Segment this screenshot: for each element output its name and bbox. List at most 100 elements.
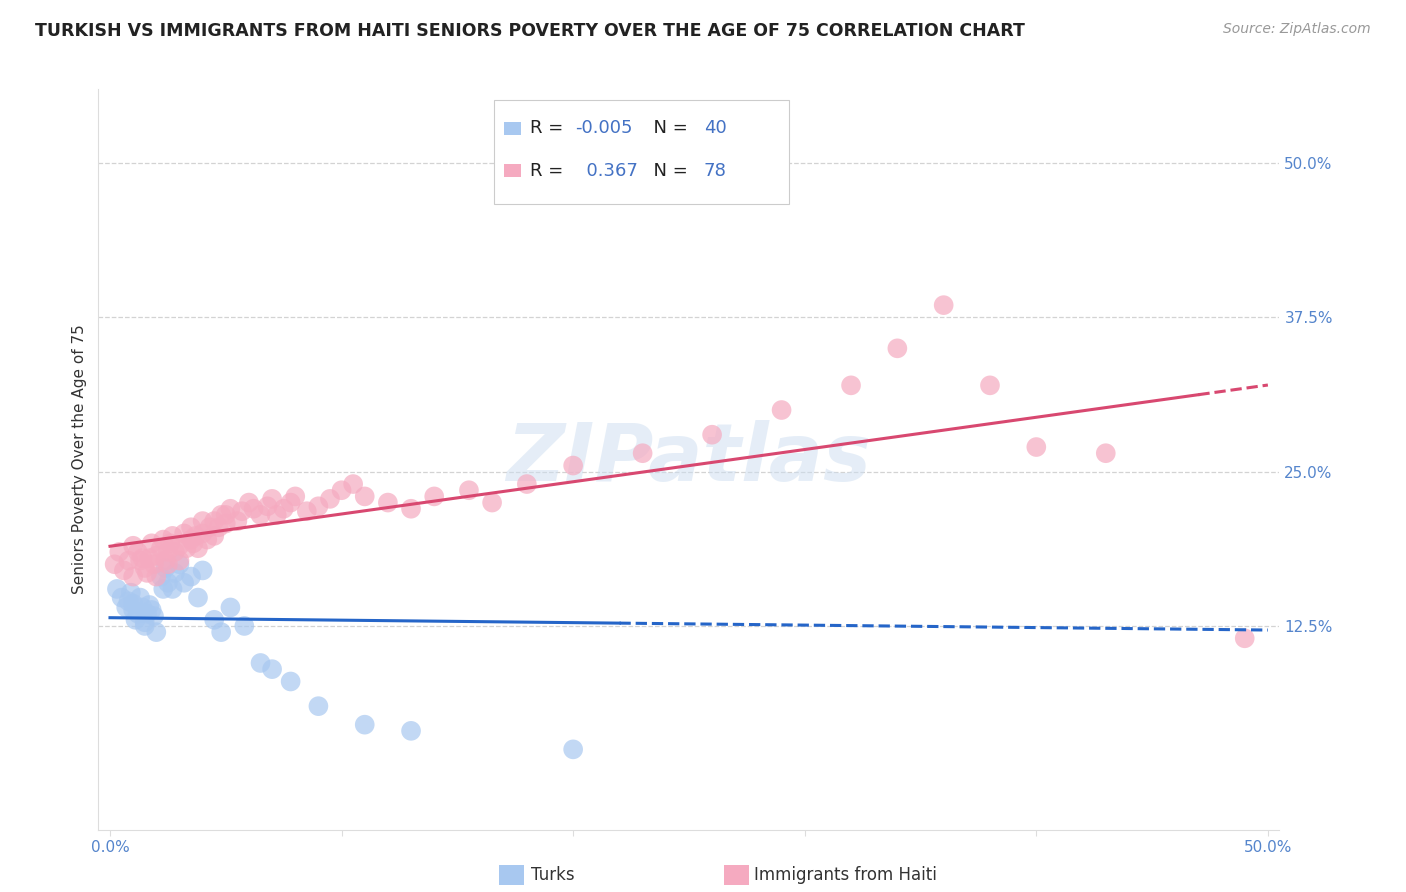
Point <box>202 529 225 543</box>
Point <box>284 489 307 503</box>
Point <box>173 575 195 590</box>
Point <box>700 427 723 442</box>
Point <box>631 446 654 460</box>
Point <box>195 533 218 547</box>
Point <box>110 591 132 605</box>
Point <box>138 551 160 566</box>
Point <box>399 501 422 516</box>
Point <box>191 526 214 541</box>
Point <box>122 597 145 611</box>
Point <box>155 553 177 567</box>
Point <box>152 582 174 596</box>
Point <box>330 483 353 498</box>
Point <box>242 501 264 516</box>
Point <box>979 378 1001 392</box>
Point <box>262 491 284 506</box>
Point <box>149 541 172 556</box>
Point <box>1025 440 1047 454</box>
Y-axis label: Seniors Poverty Over the Age of 75: Seniors Poverty Over the Age of 75 <box>72 325 87 594</box>
Point <box>1094 446 1116 460</box>
Text: Source: ZipAtlas.com: Source: ZipAtlas.com <box>1223 22 1371 37</box>
Point <box>219 501 242 516</box>
Point <box>169 553 191 567</box>
Point <box>115 600 138 615</box>
Point <box>145 625 167 640</box>
Point <box>134 561 156 575</box>
Point <box>202 613 225 627</box>
Point <box>159 536 181 550</box>
Point <box>155 561 177 575</box>
Point <box>129 591 152 605</box>
Point <box>156 558 179 572</box>
Point <box>180 520 202 534</box>
Point <box>280 674 302 689</box>
Point <box>307 500 329 514</box>
Point <box>112 564 135 578</box>
Point <box>187 591 209 605</box>
Point <box>516 477 538 491</box>
Point <box>191 514 214 528</box>
Point <box>117 553 139 567</box>
Point <box>319 491 342 506</box>
Text: TURKISH VS IMMIGRANTS FROM HAITI SENIORS POVERTY OVER THE AGE OF 75 CORRELATION : TURKISH VS IMMIGRANTS FROM HAITI SENIORS… <box>35 22 1025 40</box>
Point <box>886 342 908 356</box>
Point <box>233 619 256 633</box>
Point <box>202 514 225 528</box>
Point <box>481 495 503 509</box>
Point <box>120 585 142 599</box>
Text: Immigrants from Haiti: Immigrants from Haiti <box>754 866 936 884</box>
Point <box>266 508 288 522</box>
Text: 0.367: 0.367 <box>575 161 638 179</box>
Point <box>108 545 131 559</box>
Text: 78: 78 <box>703 161 727 179</box>
Point <box>208 520 231 534</box>
Point <box>124 613 146 627</box>
Point <box>249 508 271 522</box>
Point <box>187 541 209 556</box>
Point <box>562 742 585 756</box>
Point <box>280 495 302 509</box>
Point <box>145 569 167 583</box>
Point <box>262 662 284 676</box>
Point <box>184 529 207 543</box>
Point <box>169 539 191 553</box>
Point <box>143 558 166 572</box>
Point <box>127 607 149 621</box>
Point <box>295 504 318 518</box>
FancyBboxPatch shape <box>503 164 520 178</box>
Point <box>273 501 295 516</box>
Text: 40: 40 <box>703 120 727 137</box>
Point <box>562 458 585 473</box>
Point <box>152 533 174 547</box>
Point <box>143 609 166 624</box>
Point <box>183 536 205 550</box>
Point <box>377 495 399 509</box>
Point <box>353 489 375 503</box>
Point <box>215 508 238 522</box>
Point <box>122 603 145 617</box>
Text: -0.005: -0.005 <box>575 120 633 137</box>
Point <box>145 549 167 563</box>
Point <box>173 526 195 541</box>
Point <box>169 558 191 572</box>
Point <box>105 582 128 596</box>
Text: R =: R = <box>530 120 569 137</box>
Point <box>162 529 184 543</box>
Point <box>176 541 198 556</box>
Point <box>423 489 446 503</box>
Point <box>932 298 955 312</box>
Point <box>209 625 232 640</box>
Point <box>238 495 260 509</box>
FancyBboxPatch shape <box>494 100 789 204</box>
Point <box>134 619 156 633</box>
Point <box>191 564 214 578</box>
Text: ZIPatlas: ZIPatlas <box>506 420 872 499</box>
Point <box>209 508 232 522</box>
Point <box>129 553 152 567</box>
Point <box>141 603 163 617</box>
Text: R =: R = <box>530 161 569 179</box>
Point <box>231 504 253 518</box>
Point <box>131 551 153 566</box>
Point <box>256 500 278 514</box>
Text: N =: N = <box>643 120 693 137</box>
